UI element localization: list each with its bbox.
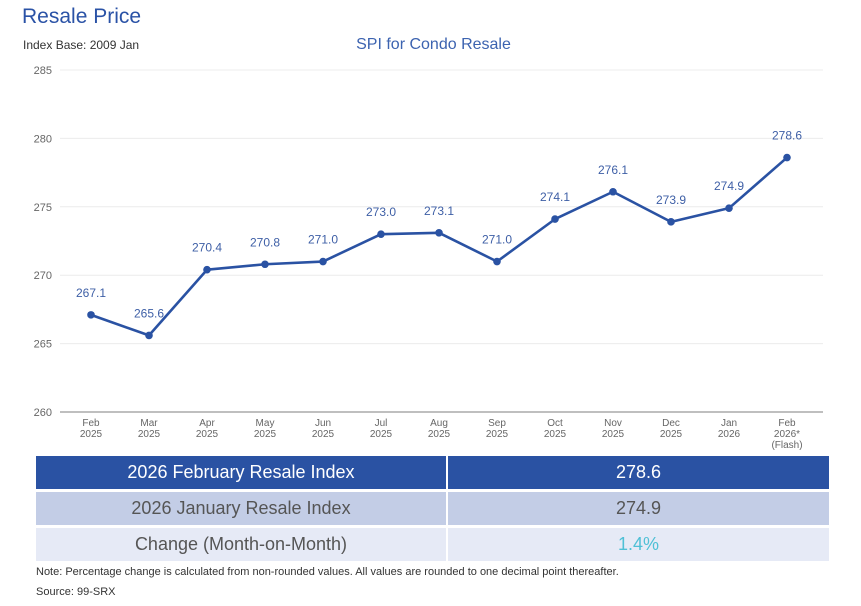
y-tick-label: 285 (34, 65, 52, 77)
x-tick-label: Sep (488, 418, 506, 429)
x-tick-label: Aug (430, 418, 448, 429)
x-axis-ticks: Feb2025Mar2025Apr2025May2025Jun2025Jul20… (80, 418, 803, 451)
y-tick-label: 260 (34, 407, 52, 419)
series-line (87, 153, 791, 340)
x-tick-label: 2025 (486, 429, 509, 440)
y-tick-label: 270 (34, 270, 52, 282)
x-tick-label: 2025 (660, 429, 683, 440)
data-label: 274.9 (714, 179, 744, 193)
summary-row-change: Change (Month-on-Month) 1.4% (36, 528, 829, 561)
summary-table: 2026 February Resale Index 278.6 2026 Ja… (36, 456, 829, 564)
page-title: Resale Price (22, 5, 142, 28)
data-point (87, 311, 95, 319)
x-tick-label: Dec (662, 418, 680, 429)
data-point (145, 331, 153, 340)
x-tick-label: 2025 (196, 429, 219, 440)
data-point (493, 257, 501, 266)
x-tick-label: Nov (604, 418, 622, 429)
x-tick-label: Feb (778, 418, 796, 429)
data-labels: 267.1 265.6 270.4 270.8 271.0 273.0 273.1 271.0… (76, 129, 802, 321)
summary-value: 274.9 (448, 492, 829, 525)
x-tick-label: Jun (315, 418, 331, 429)
summary-row-previous: 2026 January Resale Index 274.9 (36, 492, 829, 525)
summary-label: Change (Month-on-Month) (36, 528, 446, 561)
index-base-label: Index Base: 2009 Jan (23, 38, 140, 52)
x-tick-label: 2025 (544, 429, 567, 440)
data-point (319, 257, 327, 266)
x-tick-label: 2025 (254, 429, 277, 440)
x-tick-label: 2025 (312, 429, 335, 440)
data-label: 273.0 (366, 205, 396, 219)
chart-title: SPI for Condo Resale (356, 36, 511, 53)
summary-label: 2026 January Resale Index (36, 492, 446, 525)
data-point (725, 204, 733, 212)
x-tick-label: 2025 (428, 429, 451, 440)
x-tick-label: 2025 (138, 429, 161, 440)
x-tick-label: 2026 (718, 429, 741, 440)
footnote: Note: Percentage change is calculated fr… (36, 566, 619, 578)
data-point (261, 260, 269, 269)
summary-value: 278.6 (448, 456, 829, 489)
data-label: 273.9 (656, 193, 686, 207)
data-label: 271.0 (482, 233, 512, 247)
summary-row-current: 2026 February Resale Index 278.6 (36, 456, 829, 489)
data-label: 270.4 (192, 241, 222, 255)
data-point (435, 228, 443, 237)
y-tick-label: 280 (34, 133, 52, 145)
x-tick-label: Apr (199, 418, 215, 429)
y-tick-label: 265 (34, 339, 52, 351)
y-tick-label: 275 (34, 202, 52, 214)
data-point (203, 265, 211, 274)
data-label: 273.1 (424, 204, 454, 218)
data-label: 267.1 (76, 286, 106, 300)
x-tick-label: May (256, 418, 275, 429)
data-point (667, 218, 675, 226)
y-axis-ticks: 260 265 270 275 280 285 (34, 65, 52, 419)
data-label: 265.6 (134, 306, 164, 320)
x-tick-label: 2025 (370, 429, 393, 440)
x-tick-label: 2026* (774, 429, 800, 440)
data-point (377, 230, 385, 238)
data-label: 278.6 (772, 129, 802, 143)
data-point (609, 187, 617, 196)
x-tick-label: Mar (140, 418, 158, 429)
x-tick-label: 2025 (602, 429, 625, 440)
summary-value-change: 1.4% (448, 528, 829, 561)
x-tick-label: Oct (547, 418, 563, 429)
summary-label: 2026 February Resale Index (36, 456, 446, 489)
source-note: Source: 99-SRX (36, 586, 116, 598)
data-label: 274.1 (540, 190, 570, 204)
x-tick-label: Feb (82, 418, 100, 429)
x-tick-label: Jul (375, 418, 388, 429)
x-tick-label: Jan (721, 418, 737, 429)
data-label: 276.1 (598, 163, 628, 177)
data-label: 270.8 (250, 235, 280, 249)
x-tick-label: 2025 (80, 429, 103, 440)
data-label: 271.0 (308, 233, 338, 247)
data-point (551, 215, 559, 223)
data-point (783, 153, 791, 162)
x-tick-label: (Flash) (771, 440, 802, 451)
gridlines (60, 69, 823, 413)
